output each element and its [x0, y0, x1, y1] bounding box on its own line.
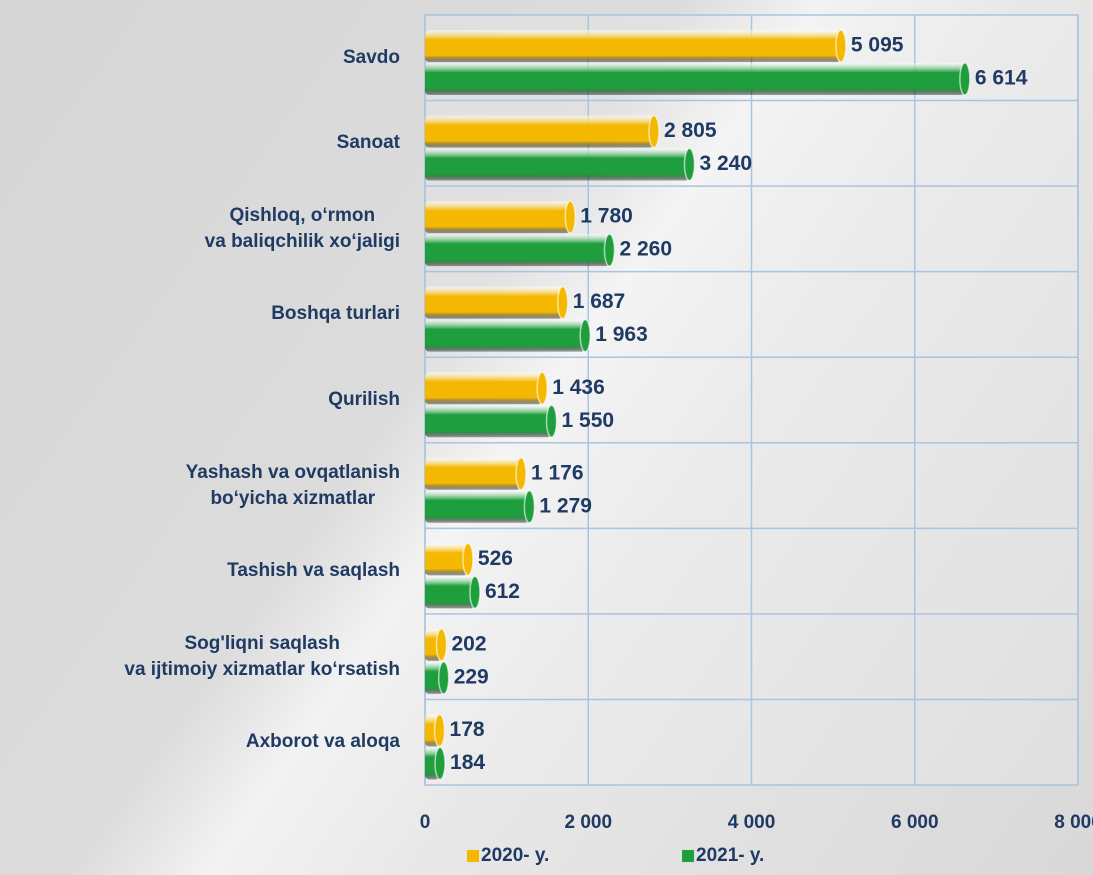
- value-label: 612: [485, 580, 520, 603]
- bar: [425, 234, 610, 267]
- category-label: Sog'liqni saqlash va ijtimoiy xizmatlar …: [124, 632, 400, 680]
- bar: [425, 457, 521, 490]
- value-label: 2 260: [619, 238, 672, 261]
- category-label: Axborot va aloqa: [245, 731, 400, 753]
- bar-cap: [683, 147, 696, 182]
- bar-cap: [556, 285, 569, 320]
- bar-cap: [959, 62, 971, 96]
- bar: [425, 490, 530, 523]
- bar-cap: [462, 542, 474, 577]
- value-label: 1 550: [562, 409, 615, 432]
- value-label: 1 436: [552, 376, 605, 399]
- bar-cap: [435, 628, 448, 662]
- bar-cap: [648, 114, 660, 149]
- bar: [425, 63, 965, 95]
- bar-cap: [603, 233, 616, 267]
- bar-cap: [433, 713, 446, 748]
- bar: [425, 115, 654, 148]
- bar: [425, 201, 571, 234]
- category-label: Yashash va ovqatlanish bo‘yicha xizmatla…: [185, 461, 400, 509]
- value-label: 1 963: [595, 323, 648, 346]
- bar-cap: [536, 371, 548, 405]
- bar: [425, 148, 690, 181]
- bar-cap: [469, 575, 481, 610]
- value-label: 229: [454, 665, 489, 688]
- value-label: 2 805: [664, 119, 717, 142]
- value-label: 5 095: [851, 34, 904, 57]
- bar: [425, 543, 468, 576]
- value-label: 6 614: [975, 67, 1028, 90]
- value-label: 184: [450, 751, 485, 774]
- value-label: 202: [451, 632, 486, 655]
- bar-cap: [564, 200, 577, 234]
- category-label: Tashish va saqlash: [227, 560, 400, 582]
- x-tick-label: 0: [420, 812, 431, 833]
- x-tick-label: 6 000: [891, 812, 939, 833]
- value-label: 3 240: [699, 152, 752, 175]
- bar: [425, 372, 543, 405]
- bar-cap: [579, 318, 591, 353]
- bar: [425, 286, 563, 319]
- category-label: Savdo: [342, 46, 400, 68]
- bar-cap: [437, 661, 450, 695]
- bar-cap: [515, 457, 527, 491]
- value-label: 1 279: [539, 494, 592, 517]
- bar: [425, 405, 552, 438]
- category-label: Qishloq, o‘rmon va baliqchilik xo‘jaligi: [204, 204, 400, 252]
- legend-swatch: [467, 850, 479, 862]
- legend-label: 2020- y.: [481, 845, 549, 866]
- value-label: 1 687: [573, 290, 626, 313]
- category-label: Boshqa turlari: [271, 303, 400, 325]
- legend-label: 2021- y.: [696, 845, 764, 866]
- legend-swatch: [682, 850, 694, 862]
- bar-cap: [434, 746, 446, 781]
- value-label: 178: [450, 718, 485, 741]
- bar: [425, 576, 475, 609]
- bar-cap: [835, 29, 847, 63]
- value-label: 526: [478, 547, 513, 570]
- bar-cap: [545, 404, 558, 438]
- category-label: Sanoat: [336, 132, 400, 154]
- category-label: Qurilish: [328, 389, 400, 410]
- x-tick-label: 2 000: [564, 812, 612, 833]
- value-label: 1 780: [580, 205, 633, 228]
- bar: [425, 30, 841, 62]
- value-label: 1 176: [531, 461, 584, 484]
- x-tick-label: 8 000: [1054, 812, 1093, 833]
- x-tick-label: 4 000: [728, 812, 776, 833]
- bar-cap: [523, 490, 536, 524]
- bar: [425, 319, 586, 352]
